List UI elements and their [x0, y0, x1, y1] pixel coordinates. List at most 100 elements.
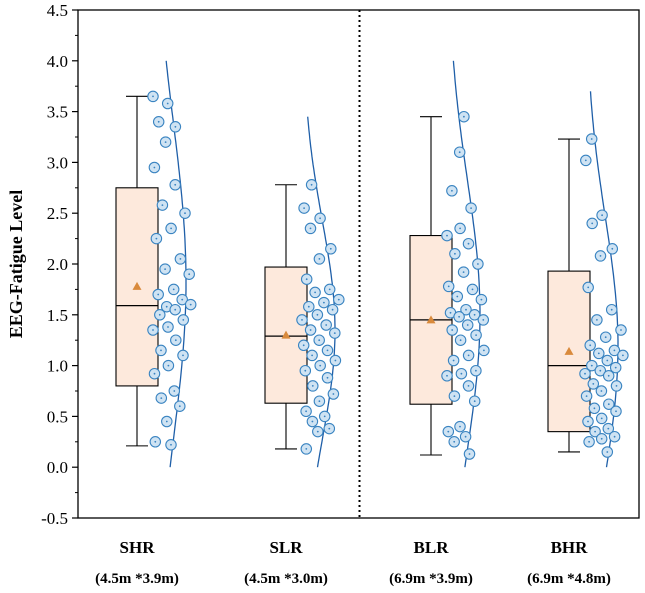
data-point-center: [463, 115, 465, 118]
data-point-center: [188, 273, 191, 276]
data-point-center: [325, 324, 328, 326]
data-point-center: [584, 372, 586, 375]
data-point-center: [613, 349, 616, 352]
data-point-center: [167, 326, 169, 328]
mean-marker: [132, 281, 142, 290]
data-point-center: [170, 443, 172, 446]
data-point-center: [600, 437, 603, 440]
data-point-center: [590, 364, 593, 367]
data-point-center: [318, 258, 321, 260]
y-tick-label: 2.0: [47, 255, 68, 274]
data-point-center: [464, 435, 467, 438]
data-point-center: [310, 183, 313, 186]
x-category-sublabel: (6.9m *4.8m): [527, 571, 611, 587]
data-point-center: [170, 227, 173, 230]
data-point-center: [334, 359, 337, 362]
data-point-center: [311, 385, 314, 387]
data-point-center: [467, 385, 470, 387]
density-curve: [589, 91, 619, 468]
data-point-center: [173, 390, 176, 392]
data-point-center: [610, 308, 613, 311]
data-point-center: [460, 372, 463, 375]
data-point-center: [158, 313, 161, 316]
data-point-center: [302, 344, 305, 347]
data-point-center: [333, 332, 336, 334]
data-point-center: [467, 242, 470, 245]
data-point-center: [167, 364, 170, 367]
data-point-center: [174, 125, 177, 128]
data-point-center: [329, 247, 332, 250]
data-point-center: [174, 339, 177, 342]
y-tick-label: 1.0: [47, 357, 68, 376]
y-tick-label: -0.5: [41, 509, 68, 528]
data-point-center: [182, 354, 184, 357]
data-point-center: [323, 415, 326, 418]
x-category-label: BLR: [414, 538, 450, 557]
data-point-center: [473, 313, 476, 316]
data-point-center: [316, 430, 319, 433]
data-point-center: [164, 141, 167, 144]
data-point-center: [614, 366, 617, 369]
data-point-center: [597, 352, 600, 355]
data-point-center: [182, 319, 185, 321]
data-point-center: [181, 298, 184, 301]
y-tick-label: 0.5: [47, 407, 68, 426]
data-point-center: [459, 227, 461, 230]
data-point-center: [615, 410, 617, 413]
data-point-center: [601, 214, 603, 217]
data-point-center: [613, 435, 616, 438]
data-point-center: [160, 349, 162, 352]
data-point-center: [587, 420, 589, 423]
data-point-center: [599, 369, 602, 372]
data-point-center: [606, 451, 609, 453]
data-point-center: [453, 440, 456, 443]
data-point-center: [303, 207, 305, 210]
y-axis-label: EEG-Fatigue Level: [6, 190, 26, 338]
data-point-center: [309, 329, 312, 331]
data-point-center: [161, 204, 164, 207]
x-category-label: SLR: [269, 538, 303, 557]
data-point-center: [184, 212, 186, 215]
data-point-center: [189, 303, 192, 306]
data-point-center: [178, 405, 181, 408]
data-point-center: [590, 138, 593, 140]
data-point-center: [152, 329, 154, 331]
y-tick-label: 3.0: [47, 153, 68, 172]
data-point-center: [456, 295, 459, 298]
data-point-center: [615, 385, 618, 387]
data-point-center: [305, 278, 308, 281]
data-point-center: [458, 315, 460, 318]
data-point-center: [470, 207, 472, 210]
data-point-center: [459, 425, 461, 428]
data-point-center: [446, 374, 448, 377]
data-point-center: [453, 395, 456, 397]
data-point-center: [332, 393, 335, 395]
data-point-center: [459, 339, 462, 342]
data-point-center: [452, 359, 455, 362]
y-tick-label: 4.5: [47, 1, 68, 20]
data-point-center: [588, 440, 590, 443]
data-point-center: [174, 308, 177, 311]
data-point-center: [592, 383, 595, 385]
y-tick-label: 2.5: [47, 204, 68, 223]
data-point-center: [316, 313, 319, 316]
data-point-center: [165, 305, 168, 308]
data-point-center: [480, 298, 483, 301]
data-point-center: [607, 374, 610, 377]
data-point-center: [305, 448, 308, 450]
data-point-center: [160, 397, 163, 399]
data-point-center: [172, 288, 175, 291]
data-point-center: [311, 354, 313, 357]
x-category-sublabel: (6.9m *3.9m): [389, 571, 473, 587]
mean-marker: [281, 330, 291, 339]
x-category-label: SHR: [120, 538, 156, 557]
data-point-center: [326, 376, 329, 379]
data-point-center: [319, 217, 321, 220]
data-point-center: [465, 308, 467, 311]
data-point-center: [606, 359, 609, 362]
x-category-label: BHR: [551, 538, 589, 557]
data-point-center: [328, 427, 331, 430]
data-point-center: [483, 349, 485, 352]
data-point-center: [482, 319, 485, 321]
